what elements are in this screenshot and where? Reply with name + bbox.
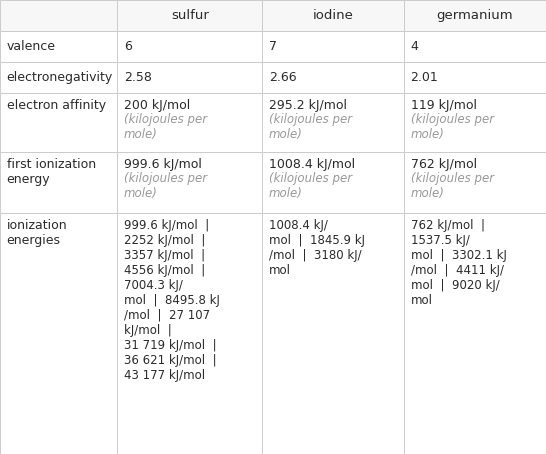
Bar — [117, 62, 262, 93]
Text: (kilojoules per
mole): (kilojoules per mole) — [269, 172, 352, 200]
Text: 6: 6 — [124, 40, 132, 53]
Text: (kilojoules per
mole): (kilojoules per mole) — [411, 113, 494, 141]
Text: sulfur: sulfur — [171, 9, 209, 22]
Bar — [262, 213, 404, 454]
Bar — [262, 62, 404, 93]
Bar — [0, 0, 117, 31]
Bar — [262, 152, 404, 213]
Bar — [262, 93, 404, 152]
Text: 762 kJ/mol: 762 kJ/mol — [411, 158, 477, 171]
Bar — [404, 62, 546, 93]
Bar — [404, 0, 546, 31]
Bar — [117, 0, 262, 31]
Text: electronegativity: electronegativity — [7, 71, 113, 84]
Bar — [262, 0, 404, 31]
Text: 4: 4 — [411, 40, 418, 53]
Bar — [0, 213, 117, 454]
Text: electron affinity: electron affinity — [7, 99, 106, 112]
Text: (kilojoules per
mole): (kilojoules per mole) — [124, 113, 207, 141]
Text: (kilojoules per
mole): (kilojoules per mole) — [269, 113, 352, 141]
Bar — [0, 31, 117, 62]
Bar — [404, 152, 546, 213]
Text: 2.01: 2.01 — [411, 71, 438, 84]
Text: 1008.4 kJ/
mol  |  1845.9 kJ
/mol  |  3180 kJ/
mol: 1008.4 kJ/ mol | 1845.9 kJ /mol | 3180 k… — [269, 219, 365, 277]
Text: (kilojoules per
mole): (kilojoules per mole) — [411, 172, 494, 200]
Bar — [262, 31, 404, 62]
Text: valence: valence — [7, 40, 56, 53]
Bar — [117, 31, 262, 62]
Bar — [0, 93, 117, 152]
Text: 999.6 kJ/mol: 999.6 kJ/mol — [124, 158, 202, 171]
Text: iodine: iodine — [313, 9, 353, 22]
Text: 1008.4 kJ/mol: 1008.4 kJ/mol — [269, 158, 355, 171]
Bar — [0, 62, 117, 93]
Text: 2.66: 2.66 — [269, 71, 296, 84]
Bar — [117, 213, 262, 454]
Bar — [404, 93, 546, 152]
Text: 7: 7 — [269, 40, 277, 53]
Bar — [0, 152, 117, 213]
Text: (kilojoules per
mole): (kilojoules per mole) — [124, 172, 207, 200]
Text: 200 kJ/mol: 200 kJ/mol — [124, 99, 190, 112]
Text: 999.6 kJ/mol  |
2252 kJ/mol  |
3357 kJ/mol  |
4556 kJ/mol  |
7004.3 kJ/
mol  |  : 999.6 kJ/mol | 2252 kJ/mol | 3357 kJ/mol… — [124, 219, 220, 382]
Text: 295.2 kJ/mol: 295.2 kJ/mol — [269, 99, 347, 112]
Bar — [404, 213, 546, 454]
Text: germanium: germanium — [437, 9, 513, 22]
Bar — [117, 152, 262, 213]
Bar — [404, 31, 546, 62]
Text: 762 kJ/mol  |
1537.5 kJ/
mol  |  3302.1 kJ
/mol  |  4411 kJ/
mol  |  9020 kJ/
mo: 762 kJ/mol | 1537.5 kJ/ mol | 3302.1 kJ … — [411, 219, 507, 307]
Text: 2.58: 2.58 — [124, 71, 152, 84]
Text: first ionization
energy: first ionization energy — [7, 158, 96, 186]
Text: 119 kJ/mol: 119 kJ/mol — [411, 99, 477, 112]
Bar — [117, 93, 262, 152]
Text: ionization
energies: ionization energies — [7, 219, 67, 247]
